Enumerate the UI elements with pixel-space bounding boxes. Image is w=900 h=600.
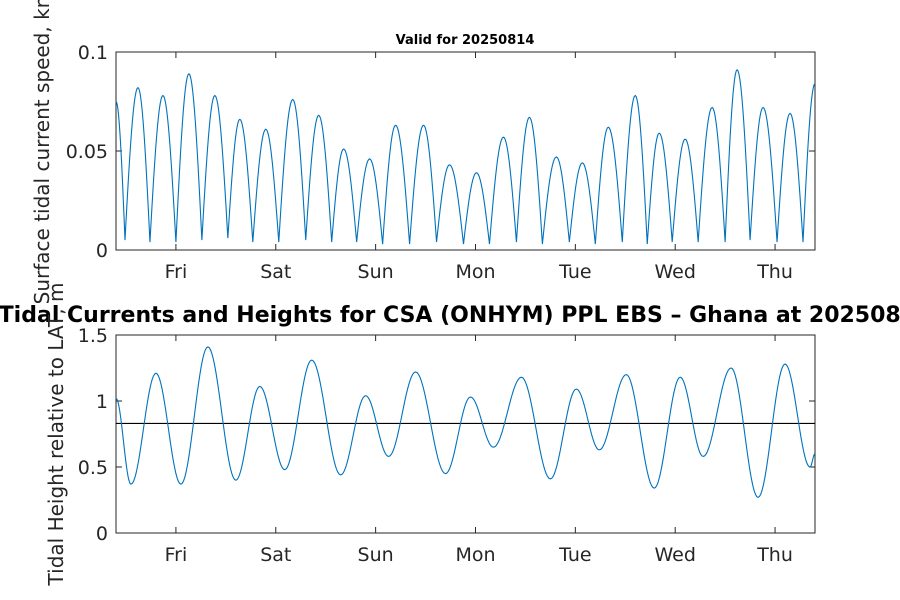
height-xtick-label: Mon: [455, 544, 495, 566]
tidal-height-ylabel: Tidal Height relative to LAT, m: [44, 283, 68, 587]
speed-xtick-label: Sun: [358, 261, 394, 283]
speed-ytick-label: 0.1: [78, 42, 108, 64]
height-xtick-label: Sat: [260, 544, 291, 566]
height-plot-frame: [115, 334, 816, 534]
speed-xtick-label: Tue: [558, 261, 591, 283]
height-series-line: [115, 346, 816, 499]
speed-plot-frame: [115, 51, 816, 251]
current-speed-title: Valid for 20250814: [396, 33, 535, 48]
speed-xtick-label: Mon: [455, 261, 495, 283]
height-xtick-label: Sun: [358, 544, 394, 566]
speed-ytick-label: 0.05: [66, 141, 108, 163]
height-ytick-label: 0: [96, 523, 108, 545]
tidal-height-title: Tidal Currents and Heights for CSA (ONHY…: [0, 303, 900, 328]
speed-xtick-label: Fri: [165, 261, 188, 283]
speed-xtick-label: Sat: [260, 261, 291, 283]
speed-xtick-label: Thu: [756, 261, 793, 283]
height-xtick-label: Thu: [756, 544, 793, 566]
height-xtick-label: Wed: [654, 544, 695, 566]
height-ytick-label: 1.5: [78, 325, 108, 347]
height-xtick-label: Fri: [165, 544, 188, 566]
speed-ytick-label: 0: [96, 240, 108, 262]
tidal-height-axes: 0 0.5 1 1.5 Fri Sat Sun Mon Tue Wed Thu: [78, 325, 816, 566]
speed-xtick-label: Wed: [654, 261, 695, 283]
height-xtick-label: Tue: [558, 544, 591, 566]
current-speed-ylabel: Surface tidal current speed, kn: [30, 0, 54, 304]
height-ytick-label: 1: [96, 391, 108, 413]
height-ytick-label: 0.5: [78, 457, 108, 479]
current-speed-axes: 0 0.05 0.1 Fri Sat Sun Mon Tue Wed Thu: [66, 42, 816, 283]
speed-series-line: [115, 68, 816, 245]
